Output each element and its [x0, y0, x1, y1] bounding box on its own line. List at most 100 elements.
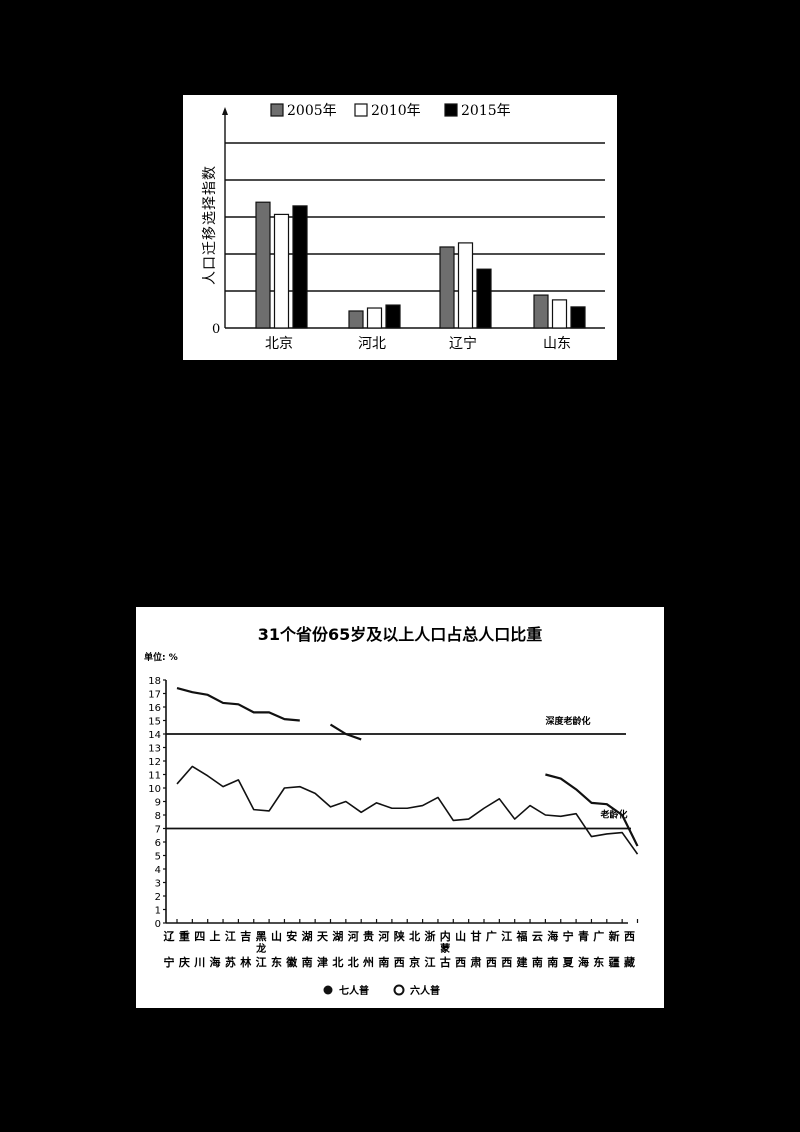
province-label-bottom: 庆	[178, 955, 190, 969]
province-label-bottom: 西	[501, 956, 512, 969]
province-label-top: 四	[194, 930, 205, 943]
y-tick-label: 0	[212, 322, 220, 337]
y-tick-label: 9	[155, 798, 161, 809]
province-label-top: 湖	[302, 929, 313, 943]
x-category-label: 山东	[543, 336, 571, 352]
province-label-top: 海	[547, 929, 558, 943]
province-label-bottom: 徽	[285, 955, 298, 969]
legend-swatch	[270, 103, 284, 117]
province-label-bottom: 夏	[563, 956, 575, 969]
province-label-top: 吉	[240, 929, 251, 943]
province-label-top: 河	[378, 929, 389, 943]
x-category-label: 北京	[265, 336, 293, 352]
bar	[292, 205, 308, 329]
legend-label: 2010年	[371, 103, 421, 119]
bar	[457, 242, 474, 329]
province-label-bottom: 苏	[225, 955, 236, 969]
province-label-mid: 蒙	[440, 942, 450, 955]
y-tick-label: 15	[148, 717, 161, 728]
y-axis-arrow-icon	[222, 107, 228, 115]
province-label-bottom: 藏	[624, 955, 635, 969]
province-label-top: 新	[609, 929, 620, 943]
province-label-top: 重	[179, 929, 190, 943]
legend-swatch	[354, 103, 368, 117]
province-label-bottom: 京	[409, 955, 420, 969]
province-label-bottom: 肃	[471, 955, 482, 969]
province-label-bottom: 东	[593, 955, 604, 969]
y-tick-label: 17	[148, 690, 161, 701]
bar	[385, 304, 401, 329]
province-label-top: 江	[225, 929, 236, 943]
migration-index-bar-chart: 0 人口迁移选择指数北京 河北 辽宁 山东 2005年 2010年 2015年	[183, 95, 617, 360]
y-tick-label: 5	[155, 852, 161, 863]
province-label-bottom: 津	[317, 955, 328, 969]
bar	[366, 307, 383, 329]
province-label-bottom: 海	[210, 955, 221, 969]
legend-swatch	[444, 103, 458, 117]
province-label-top: 贵	[363, 929, 374, 943]
province-label-bottom: 林	[240, 955, 251, 969]
province-label-bottom: 西	[394, 956, 405, 969]
bar	[570, 306, 586, 329]
province-label-bottom: 南	[302, 955, 313, 969]
province-label-bottom: 东	[271, 955, 282, 969]
province-label-bottom: 古	[440, 955, 451, 969]
y-tick-label: 12	[148, 757, 161, 768]
province-label-top: 北	[409, 929, 420, 943]
reference-line-label: 老龄化	[599, 809, 627, 821]
province-label-top: 安	[286, 929, 297, 943]
y-tick-label: 1	[155, 906, 161, 917]
province-label-bottom: 南	[547, 955, 558, 969]
bar	[476, 268, 492, 329]
y-tick-label: 18	[148, 676, 161, 687]
y-tick-label: 2	[155, 892, 161, 903]
province-label-top: 广	[593, 929, 604, 943]
y-axis-label: 人口迁移选择指数	[202, 165, 218, 285]
province-label-top: 辽	[164, 930, 176, 943]
province-label-top: 宁	[563, 929, 574, 943]
y-tick-label: 14	[148, 730, 161, 741]
province-label-top: 青	[578, 929, 589, 943]
province-label-top: 黑	[256, 930, 267, 943]
province-label-mid: 龙	[255, 942, 266, 955]
province-label-top: 河	[348, 929, 359, 943]
y-tick-label: 6	[155, 838, 161, 849]
province-label-top: 内	[440, 929, 451, 943]
legend-label: 六人普	[410, 984, 440, 997]
province-label-bottom: 疆	[609, 956, 620, 969]
bar	[439, 246, 455, 329]
legend-label: 2015年	[461, 103, 511, 119]
y-tick-label: 4	[155, 865, 161, 876]
province-label-top: 上	[210, 929, 221, 943]
x-category-label: 辽宁	[449, 335, 477, 352]
province-label-top: 浙	[424, 929, 435, 943]
province-label-top: 天	[317, 930, 329, 943]
province-label-bottom: 江	[256, 955, 267, 969]
province-label-top: 云	[532, 930, 543, 943]
province-label-bottom: 北	[348, 955, 359, 969]
bar	[348, 310, 364, 329]
bar	[533, 294, 549, 329]
series-line-seventh-census	[329, 723, 362, 741]
y-tick-label: 11	[148, 771, 161, 782]
legend-label: 2005年	[287, 103, 337, 119]
province-label-bottom: 南	[378, 955, 389, 969]
legend-open-circle-icon	[393, 984, 405, 996]
province-label-top: 山	[271, 929, 282, 943]
bar	[273, 213, 290, 329]
province-label-top: 西	[624, 930, 635, 943]
province-label-bottom: 江	[424, 955, 435, 969]
province-label-bottom: 川	[193, 956, 205, 969]
y-tick-label: 0	[155, 919, 161, 930]
y-tick-label: 7	[155, 825, 161, 836]
province-label-bottom: 宁	[164, 955, 175, 969]
y-tick-label: 10	[148, 784, 161, 795]
x-category-label: 河北	[358, 336, 386, 352]
legend-filled-circle-icon	[323, 985, 333, 995]
province-label-top: 江	[501, 929, 512, 943]
bar	[255, 201, 271, 329]
legend-label: 七人普	[339, 984, 369, 997]
province-label-bottom: 建	[517, 955, 529, 969]
chart-title: 31个省份65岁及以上人口占总人口比重	[258, 625, 543, 644]
